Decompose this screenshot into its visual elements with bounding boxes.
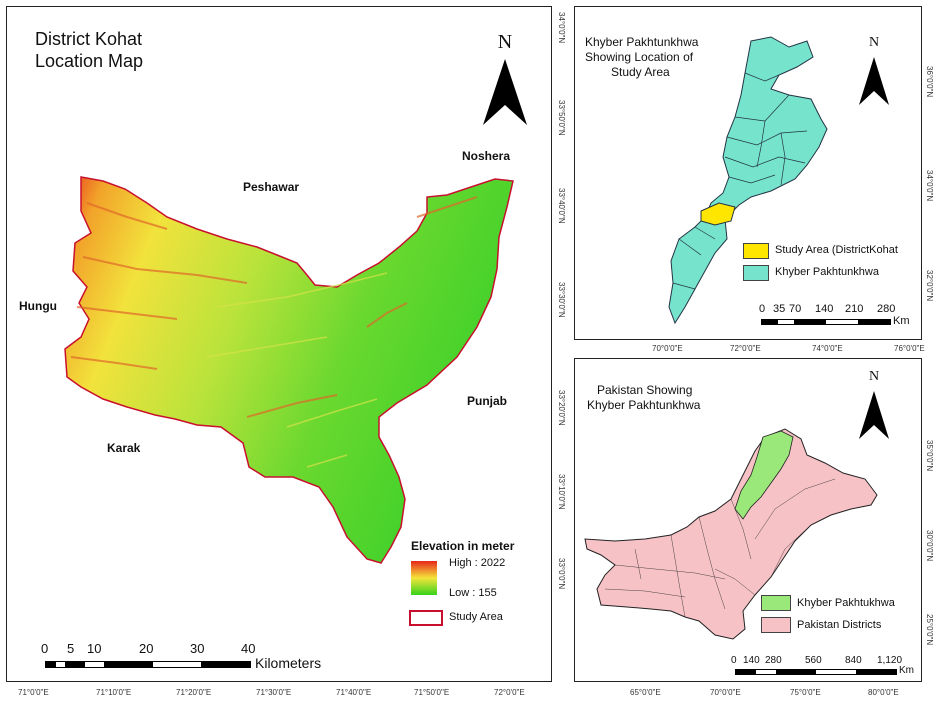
kp-scale-tick-35: 35 <box>773 303 786 315</box>
kp-study-area-label: Study Area (DistrictKohat <box>775 244 898 256</box>
kp-x-coord-4: 76°0'0"E <box>894 344 925 353</box>
pk-scale-tick-0: 0 <box>731 655 737 666</box>
kp-scale-tick-210: 210 <box>845 303 864 315</box>
main-y-coord-1: 34°0'0"N <box>557 12 566 44</box>
kp-title-line1: Khyber Pakhtunkhwa <box>585 35 699 49</box>
pk-title-line2: Khyber Pakhtunkhwa <box>587 398 701 412</box>
pk-districts-swatch <box>761 617 791 633</box>
pk-north-arrow-icon: N <box>859 369 889 441</box>
main-y-coord-5: 33°20'0"N <box>557 390 566 426</box>
pk-x-coord-4: 80°0'0"E <box>868 688 899 697</box>
pk-title-line1: Pakistan Showing <box>597 383 693 397</box>
scale-tick-30: 30 <box>190 641 205 656</box>
study-area-boundary <box>64 176 514 564</box>
kp-scale-tick-280: 280 <box>877 303 896 315</box>
main-map-panel: District Kohat Location Map N <box>6 6 552 682</box>
kp-province-shape <box>668 36 828 325</box>
pakistan-kp-shape <box>734 430 794 520</box>
kp-y-coord-2: 34°0'0"N <box>925 170 934 202</box>
north-arrow-shape-icon <box>483 59 527 125</box>
elevation-color-ramp <box>411 561 437 595</box>
label-karak: Karak <box>107 441 141 455</box>
main-x-coord-3: 71°20'0"E <box>176 688 212 697</box>
north-label: N <box>497 31 513 53</box>
pk-scale-tick-1120: 1,120 <box>877 655 903 666</box>
kp-scale-bar <box>761 319 891 325</box>
elevation-legend-title: Elevation in meter <box>411 539 515 553</box>
study-area-legend-swatch <box>409 610 443 626</box>
pk-scale-tick-280: 280 <box>765 655 782 666</box>
scale-tick-5: 5 <box>67 641 75 656</box>
pk-kp-label: Khyber Pakhtukhwa <box>797 597 895 609</box>
label-punjab: Punjab <box>467 394 508 408</box>
pk-scale-tick-840: 840 <box>845 655 862 666</box>
kp-north-label: N <box>868 35 880 50</box>
kp-title-line3: Study Area <box>611 65 670 79</box>
kp-y-coord-1: 36°0'0"N <box>925 66 934 98</box>
kp-study-area-swatch <box>743 243 769 259</box>
kp-province-swatch <box>743 265 769 281</box>
scale-tick-10: 10 <box>87 641 102 656</box>
kp-north-arrow-icon: N <box>859 35 889 107</box>
main-x-coord-2: 71°10'0"E <box>96 688 132 697</box>
kp-y-coord-3: 32°0'0"N <box>925 270 934 302</box>
main-x-coord-5: 71°40'0"E <box>336 688 372 697</box>
pk-y-coord-1: 35°0'0"N <box>925 440 934 472</box>
kp-study-area-shape <box>700 202 736 226</box>
kp-x-coord-2: 72°0'0"E <box>730 344 761 353</box>
main-y-coord-3: 33°40'0"N <box>557 188 566 224</box>
study-area-legend-label: Study Area <box>449 611 503 623</box>
main-map-title-line2: Location Map <box>35 51 144 71</box>
pk-scale-tick-560: 560 <box>805 655 822 666</box>
pk-x-coord-1: 65°0'0"E <box>630 688 661 697</box>
pakistan-map <box>584 428 878 640</box>
main-scale-bar <box>45 661 251 668</box>
pk-x-coord-3: 75°0'0"E <box>790 688 821 697</box>
pk-x-coord-2: 70°0'0"E <box>710 688 741 697</box>
main-y-coord-2: 33°50'0"N <box>557 100 566 136</box>
kp-scale-unit: Km <box>893 315 910 327</box>
kohat-elevation-map <box>64 176 514 564</box>
kp-scale-tick-140: 140 <box>815 303 834 315</box>
main-y-coord-6: 33°10'0"N <box>557 474 566 510</box>
pk-scale-bar <box>735 669 897 675</box>
kp-province-map <box>668 36 828 325</box>
pk-y-coord-3: 25°0'0"N <box>925 614 934 646</box>
pakistan-map-panel: Pakistan Showing Khyber Pakhtunkhwa N Kh… <box>574 358 922 682</box>
kp-x-coord-1: 70°0'0"E <box>652 344 683 353</box>
kp-province-label: Khyber Pakhtunkhwa <box>775 266 879 278</box>
pk-y-coord-2: 30°0'0"N <box>925 530 934 562</box>
main-y-coord-4: 33°30'0"N <box>557 282 566 318</box>
label-noshera: Noshera <box>462 149 511 163</box>
main-y-coord-7: 33°0'0"N <box>557 558 566 590</box>
elevation-low-label: Low : 155 <box>449 587 497 599</box>
kp-map-panel: Khyber Pakhtunkhwa Showing Location of S… <box>574 6 922 340</box>
pk-scale-tick-140: 140 <box>743 655 760 666</box>
pk-districts-label: Pakistan Districts <box>797 619 882 631</box>
kp-title-line2: Showing Location of <box>585 50 694 64</box>
kp-scale-tick-70: 70 <box>789 303 802 315</box>
main-x-coord-1: 71°0'0"E <box>18 688 49 697</box>
pk-scale-unit: Km <box>899 665 914 676</box>
label-hungu: Hungu <box>19 299 57 313</box>
scale-unit: Kilometers <box>255 655 322 671</box>
pk-north-label: N <box>868 369 880 384</box>
main-map-title-line1: District Kohat <box>35 29 143 49</box>
label-peshawar: Peshawar <box>243 180 300 194</box>
kp-x-coord-3: 74°0'0"E <box>812 344 843 353</box>
kp-scale-tick-0: 0 <box>759 303 766 315</box>
north-arrow-icon: N <box>483 31 527 127</box>
pk-kp-swatch <box>761 595 791 611</box>
main-x-coord-6: 71°50'0"E <box>414 688 450 697</box>
main-x-coord-7: 72°0'0"E <box>494 688 525 697</box>
scale-tick-0: 0 <box>41 641 49 656</box>
scale-tick-20: 20 <box>139 641 154 656</box>
elevation-high-label: High : 2022 <box>449 557 506 569</box>
scale-tick-40: 40 <box>241 641 256 656</box>
main-x-coord-4: 71°30'0"E <box>256 688 292 697</box>
